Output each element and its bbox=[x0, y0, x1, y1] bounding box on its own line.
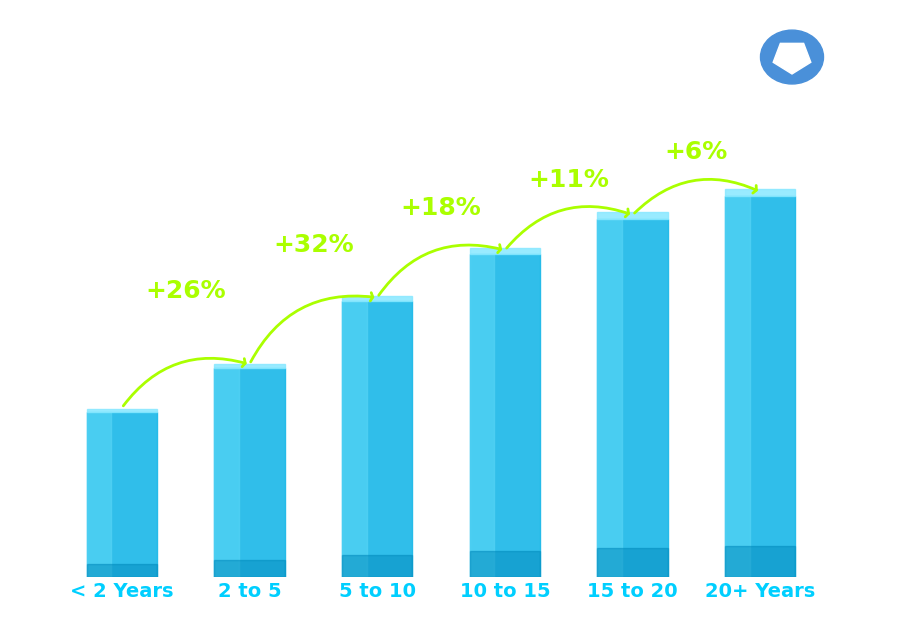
Text: salary: salary bbox=[389, 610, 450, 628]
Text: 2,950 USD: 2,950 USD bbox=[589, 195, 677, 213]
Text: 3,140 USD: 3,140 USD bbox=[716, 172, 805, 190]
Polygon shape bbox=[598, 219, 668, 577]
Polygon shape bbox=[470, 248, 540, 254]
Text: +11%: +11% bbox=[528, 168, 609, 192]
Text: Journalist: Journalist bbox=[54, 87, 170, 110]
Polygon shape bbox=[470, 254, 540, 577]
Polygon shape bbox=[342, 296, 412, 301]
Text: Average Monthly Salary: Average Monthly Salary bbox=[860, 246, 873, 395]
Polygon shape bbox=[725, 196, 796, 577]
Polygon shape bbox=[725, 196, 750, 577]
Polygon shape bbox=[86, 412, 157, 577]
Text: 2,270 USD: 2,270 USD bbox=[333, 278, 421, 296]
Text: 1,360 USD: 1,360 USD bbox=[77, 388, 166, 406]
Text: salaryexplorer.com: salaryexplorer.com bbox=[0, 640, 1, 641]
Polygon shape bbox=[342, 301, 412, 577]
Polygon shape bbox=[598, 548, 668, 577]
Polygon shape bbox=[342, 301, 366, 577]
Polygon shape bbox=[725, 546, 796, 577]
Polygon shape bbox=[214, 368, 238, 577]
Polygon shape bbox=[470, 551, 540, 577]
Polygon shape bbox=[214, 560, 284, 577]
Polygon shape bbox=[598, 212, 668, 219]
Polygon shape bbox=[86, 409, 157, 412]
Text: 1,720 USD: 1,720 USD bbox=[205, 344, 293, 363]
Text: Salary Comparison By Experience: Salary Comparison By Experience bbox=[54, 45, 737, 79]
Polygon shape bbox=[86, 412, 111, 577]
Polygon shape bbox=[470, 254, 494, 577]
Text: +6%: +6% bbox=[665, 140, 728, 164]
Text: explorer.com: explorer.com bbox=[453, 610, 570, 628]
Polygon shape bbox=[725, 188, 796, 196]
Text: +26%: +26% bbox=[145, 279, 226, 303]
Polygon shape bbox=[214, 368, 284, 577]
Polygon shape bbox=[214, 364, 284, 368]
Circle shape bbox=[760, 30, 824, 84]
Text: +32%: +32% bbox=[273, 233, 354, 256]
Text: 2,660 USD: 2,660 USD bbox=[461, 230, 549, 248]
Polygon shape bbox=[342, 555, 412, 577]
Polygon shape bbox=[598, 219, 622, 577]
Polygon shape bbox=[86, 563, 157, 577]
Text: +18%: +18% bbox=[400, 196, 482, 220]
